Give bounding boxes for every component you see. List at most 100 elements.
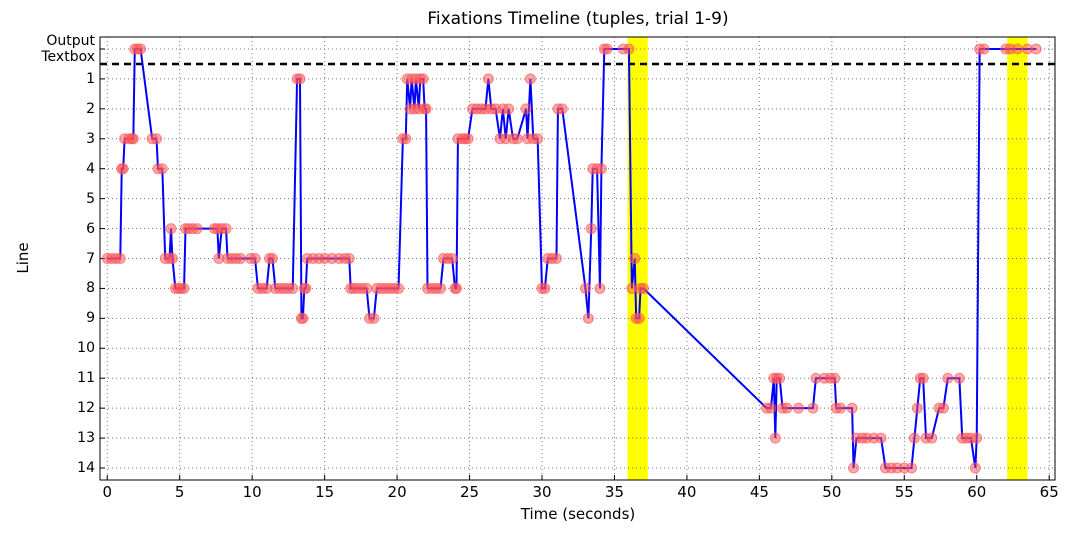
fixation-point: [579, 282, 591, 294]
fixation-point: [769, 432, 781, 444]
fixation-point: [524, 73, 536, 85]
fixation-point: [297, 312, 309, 324]
x-tick-label: 10: [243, 483, 262, 501]
fixation-point: [294, 73, 306, 85]
y-tick-label: 8: [86, 280, 95, 297]
y-tick-label: 11: [77, 370, 95, 387]
fixation-point: [937, 402, 949, 414]
chart-title: Fixations Timeline (tuples, trial 1-9): [427, 9, 728, 29]
fixation-point: [917, 372, 929, 384]
x-tick-label: 60: [967, 483, 986, 501]
fixation-point: [249, 253, 261, 264]
fixation-point: [637, 282, 649, 294]
fixation-point: [114, 253, 126, 264]
fixation-point: [266, 253, 278, 264]
fixation-point: [911, 402, 923, 414]
fixation-point: [435, 282, 447, 294]
fixation-point: [127, 133, 139, 145]
fixation-point: [287, 282, 299, 294]
fixation-point: [846, 402, 858, 414]
fixation-point: [156, 163, 168, 175]
fixation-point: [582, 312, 594, 324]
fixation-point: [926, 432, 938, 444]
fixation-point: [400, 133, 412, 145]
fixation-point: [446, 253, 458, 264]
fixation-point: [393, 282, 405, 294]
fixation-point: [835, 402, 847, 414]
x-tick-label: 5: [175, 483, 185, 501]
fixation-point: [848, 462, 860, 474]
x-tick-label: 65: [1040, 483, 1059, 501]
fixation-point: [511, 133, 523, 145]
fixation-point: [765, 402, 777, 414]
fixation-point: [532, 133, 544, 145]
fixation-point: [300, 282, 312, 294]
y-tick-label: 6: [86, 220, 95, 237]
fixation-point: [781, 402, 793, 414]
x-tick-label: 35: [605, 483, 624, 501]
y-tick-label: 1: [86, 70, 95, 87]
fixation-point: [906, 462, 918, 474]
fixation-point: [774, 372, 786, 384]
x-tick-label: 20: [388, 483, 407, 501]
fixation-point: [117, 163, 129, 175]
fixation-point: [135, 43, 147, 55]
fixation-point: [368, 312, 380, 324]
fixation-point: [556, 103, 568, 115]
x-tick-label: 50: [822, 483, 841, 501]
x-tick-label: 0: [102, 483, 112, 501]
fixation-point: [550, 253, 562, 264]
fixation-point: [450, 282, 462, 294]
y-tick-label: Output Textbox: [41, 32, 95, 65]
fixation-point: [792, 402, 804, 414]
fixation-point: [165, 223, 177, 235]
x-axis-label: Time (seconds): [520, 505, 636, 523]
fixation-point: [875, 432, 887, 444]
y-tick-label: 9: [86, 310, 95, 327]
y-tick-label: 3: [86, 130, 95, 147]
fixation-point: [1030, 43, 1042, 55]
x-tick-label: 40: [677, 483, 696, 501]
x-tick-label: 15: [315, 483, 334, 501]
fixation-point: [585, 223, 597, 235]
y-tick-label: 14: [77, 460, 95, 477]
fixation-point: [166, 253, 178, 264]
x-tick-label: 45: [750, 483, 769, 501]
fixation-point: [971, 432, 983, 444]
fixation-point: [462, 133, 474, 145]
fixation-point: [417, 73, 429, 85]
x-tick-label: 25: [460, 483, 479, 501]
y-tick-label: 12: [77, 400, 95, 417]
fixation-point: [942, 372, 954, 384]
fixation-point: [978, 43, 990, 55]
y-tick-label: 10: [77, 340, 95, 357]
fixation-point: [969, 462, 981, 474]
fixation-point: [420, 103, 432, 115]
y-tick-label: 7: [86, 250, 95, 267]
fixation-point: [807, 402, 819, 414]
fixation-point: [633, 312, 645, 324]
fixation-point: [220, 223, 232, 235]
fixation-point: [178, 282, 190, 294]
fixation-point: [361, 282, 373, 294]
fixation-point: [520, 103, 532, 115]
y-tick-label: 4: [86, 160, 95, 177]
fixation-point: [151, 133, 163, 145]
x-tick-label: 55: [895, 483, 914, 501]
fixation-point: [908, 432, 920, 444]
fixation-point: [829, 372, 841, 384]
fixation-point: [235, 253, 247, 264]
fixation-point: [191, 223, 203, 235]
fixation-point: [601, 43, 613, 55]
fixation-point: [482, 73, 494, 85]
fixation-point: [539, 282, 551, 294]
x-tick-label: 30: [532, 483, 551, 501]
fixation-point: [595, 163, 607, 175]
fixation-point: [343, 253, 355, 264]
fixation-point: [503, 103, 515, 115]
plot-frame: [99, 36, 1056, 481]
y-axis-label: Line: [14, 242, 32, 273]
y-tick-label: 2: [86, 100, 95, 117]
